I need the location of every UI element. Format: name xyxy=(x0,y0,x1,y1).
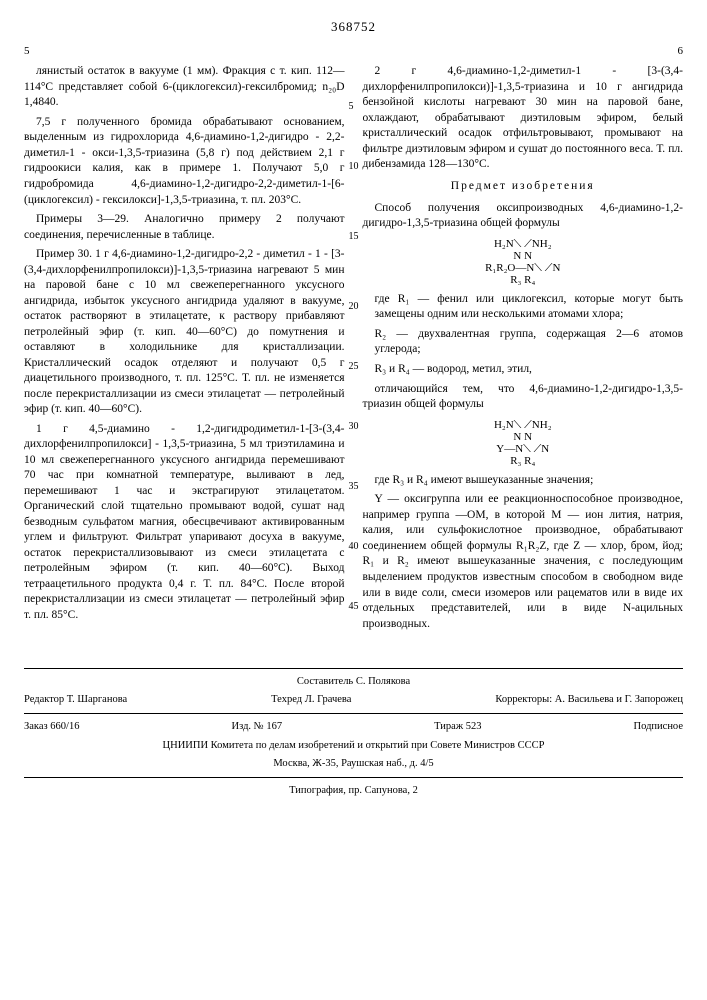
para: Пример 30. 1 г 4,6-диамино-1,2-дигидро-2… xyxy=(24,247,345,418)
line-num: 35 xyxy=(349,480,359,494)
line-num: 25 xyxy=(349,360,359,374)
para: Примеры 3—29. Аналогично примеру 2 получ… xyxy=(24,212,345,243)
patent-number: 368752 xyxy=(24,18,683,36)
order-no: Заказ 660/16 xyxy=(24,720,79,734)
where-clause: R₂ — двухвалентная группа, содержащая 2—… xyxy=(375,327,684,358)
org: ЦНИИПИ Комитета по делам изобретений и о… xyxy=(24,739,683,753)
tirazh: Тираж 523 xyxy=(434,720,481,734)
line-num: 15 xyxy=(349,230,359,244)
line-num: 45 xyxy=(349,600,359,614)
para: лянистый остаток в вакууме (1 мм). Фракц… xyxy=(24,64,345,111)
line-num: 10 xyxy=(349,160,359,174)
footer: Составитель С. Полякова Редактор Т. Шарг… xyxy=(24,668,683,798)
page-num-right: 6 xyxy=(678,44,684,59)
line-num: 40 xyxy=(349,540,359,554)
para: 2 г 4,6-диамино-1,2-диметил-1 - [3-(3,4-… xyxy=(363,64,684,173)
line-num: 30 xyxy=(349,420,359,434)
formula-line: N N xyxy=(363,431,684,443)
page-num-left: 5 xyxy=(24,44,30,59)
column-right: 5 10 15 20 25 30 35 40 45 2 г 4,6-диамин… xyxy=(363,64,684,636)
where-clause: R₃ и R₄ — водород, метил, этил, xyxy=(375,362,684,378)
techred: Техред Л. Грачева xyxy=(271,693,351,707)
line-num: 20 xyxy=(349,300,359,314)
typography: Типография, пр. Сапунова, 2 xyxy=(24,784,683,798)
chem-formula-2: H₂N⟍ ⟋NH₂ N N Y—N⟍ ⟋N R₃ R₄ xyxy=(363,419,684,467)
formula-line: H₂N⟍ ⟋NH₂ xyxy=(363,419,684,431)
formula-line: R₁R₂O—N⟍ ⟋N xyxy=(363,262,684,274)
column-left: лянистый остаток в вакууме (1 мм). Фракц… xyxy=(24,64,345,636)
izd-no: Изд. № 167 xyxy=(232,720,283,734)
formula-line: N N xyxy=(363,250,684,262)
address: Москва, Ж-35, Раушская наб., д. 4/5 xyxy=(24,757,683,771)
formula-line: R₃ R₄ xyxy=(363,274,684,286)
correctors: Корректоры: А. Васильева и Г. Запорожец xyxy=(495,693,683,707)
divider xyxy=(24,713,683,714)
para: Способ получения оксипроизводных 4,6-диа… xyxy=(363,201,684,232)
divider xyxy=(24,777,683,778)
formula-line: R₃ R₄ xyxy=(363,455,684,467)
editor: Редактор Т. Шарганова xyxy=(24,693,127,707)
formula-line: Y—N⟍ ⟋N xyxy=(363,443,684,455)
where-clause: где R₁ — фенил или циклогексил, которые … xyxy=(375,292,684,323)
line-num: 5 xyxy=(349,100,354,114)
divider xyxy=(24,668,683,669)
chem-formula-1: H₂N⟍ ⟋NH₂ N N R₁R₂O—N⟍ ⟋N R₃ R₄ xyxy=(363,238,684,286)
formula-line: H₂N⟍ ⟋NH₂ xyxy=(363,238,684,250)
para: 7,5 г полученного бромида обрабатывают о… xyxy=(24,115,345,208)
para: где R₃ и R₄ имеют вышеуказанные значения… xyxy=(363,473,684,489)
para: отличающийся тем, что 4,6-диамино-1,2-ди… xyxy=(363,382,684,413)
para: 1 г 4,5-диамино - 1,2-дигидродиметил-1-[… xyxy=(24,422,345,624)
subject-heading: Предмет изобретения xyxy=(363,179,684,195)
compiler: Составитель С. Полякова xyxy=(24,675,683,689)
subscription: Подписное xyxy=(634,720,683,734)
para: Y — оксигруппа или ее реакционноспособно… xyxy=(363,492,684,632)
